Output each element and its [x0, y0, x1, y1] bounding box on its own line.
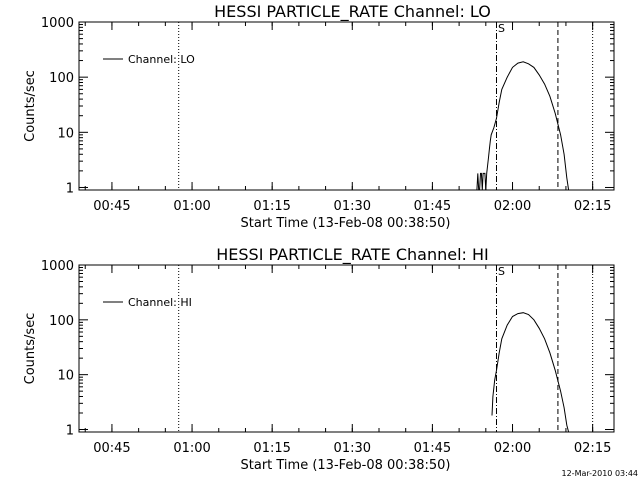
plot-frame — [78, 264, 615, 433]
x-tick-label: 01:00 — [173, 441, 210, 456]
x-tick-label: 02:15 — [574, 441, 611, 456]
x-tick-label: 02:00 — [494, 441, 531, 456]
x-tick-label: 02:15 — [574, 199, 611, 214]
y-tick-label: 1 — [66, 181, 74, 196]
legend-label: Channel: HI — [128, 296, 192, 309]
annotation-label: S — [498, 22, 505, 35]
chart-title: HESSI PARTICLE_RATE Channel: LO — [214, 2, 491, 22]
x-tick-label: 01:45 — [414, 199, 451, 214]
x-tick-label: 01:45 — [414, 441, 451, 456]
chart-panel-lo: HESSI PARTICLE_RATE Channel: LO Start Ti… — [23, 2, 615, 231]
x-tick-label: 00:45 — [93, 441, 130, 456]
y-axis-label: Counts/sec — [23, 70, 38, 142]
legend-label: Channel: LO — [128, 53, 195, 66]
chart-panel-hi: HESSI PARTICLE_RATE Channel: HI Start Ti… — [23, 245, 615, 473]
y-tick-label: 100 — [49, 71, 74, 86]
x-tick-label: 02:00 — [494, 199, 531, 214]
y-axis-label: Counts/sec — [23, 313, 38, 385]
x-tick-label: 01:00 — [173, 199, 210, 214]
y-tick-label: 10 — [57, 126, 74, 141]
series-line — [476, 61, 570, 191]
timestamp-stamp: 12-Mar-2010 03:44 — [562, 469, 639, 478]
y-tick-label: 10 — [57, 369, 74, 384]
y-tick-label: 1000 — [41, 259, 74, 274]
plot-frame — [78, 21, 615, 191]
x-axis-label: Start Time (13-Feb-08 00:38:50) — [241, 458, 451, 473]
x-tick-label: 01:30 — [334, 441, 371, 456]
y-tick-label: 1 — [66, 423, 74, 438]
series-line — [491, 312, 570, 433]
x-tick-label: 01:30 — [334, 199, 371, 214]
annotation-label: S — [498, 265, 505, 278]
x-axis-label: Start Time (13-Feb-08 00:38:50) — [241, 216, 451, 231]
y-tick-label: 100 — [49, 314, 74, 329]
x-tick-label: 01:15 — [253, 199, 290, 214]
x-tick-label: 00:45 — [93, 199, 130, 214]
y-tick-label: 1000 — [41, 16, 74, 31]
chart-title: HESSI PARTICLE_RATE Channel: HI — [216, 245, 489, 265]
x-tick-label: 01:15 — [253, 441, 290, 456]
